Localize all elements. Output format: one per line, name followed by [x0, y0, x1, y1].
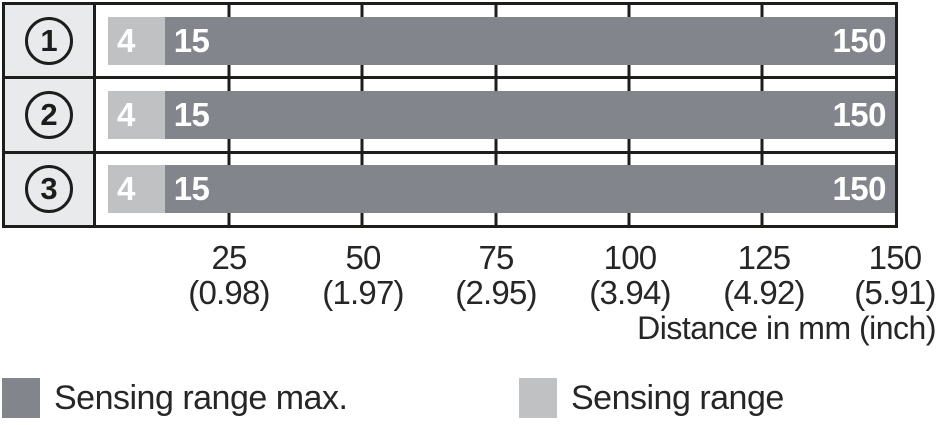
- axis-tick-mm: 125: [737, 239, 791, 276]
- bar-label-max: 150: [832, 95, 886, 133]
- row-3-header: 3: [5, 153, 96, 225]
- axis-tick-mm: 50: [345, 239, 381, 276]
- chart-row-1: 1 4 15 150: [5, 5, 895, 77]
- row-1-header: 1: [5, 5, 96, 77]
- axis-tick-inch: (4.92): [723, 274, 805, 311]
- axis-tick-25: 25 (0.98): [188, 239, 270, 311]
- chart-row-3: 3 4 15 150: [5, 150, 895, 225]
- circled-number-1: 1: [25, 16, 73, 65]
- axis-tick-inch: (3.94): [589, 274, 671, 311]
- chart-row-2: 2 4 15 150: [5, 76, 895, 151]
- axis-tick-75: 75 (2.95): [455, 239, 537, 311]
- axis-tick-inch: (0.98): [188, 274, 270, 311]
- axis-tick-100: 100 (3.94): [589, 239, 671, 311]
- axis-tick-mm: 150: [868, 239, 922, 276]
- bar-label-range: 15: [173, 21, 210, 59]
- bar-label-range: 15: [173, 170, 210, 208]
- circled-number-3: 3: [25, 165, 73, 214]
- axis-tick-mm: 75: [478, 239, 514, 276]
- axis-tick-inch: (1.97): [322, 274, 404, 311]
- row-2-plot: 4 15 150: [96, 79, 895, 151]
- axis-tick-125: 125 (4.92): [723, 239, 805, 311]
- circled-number-2: 2: [25, 90, 73, 139]
- sensing-range-bar: 4: [107, 90, 165, 139]
- bar-label-max: 150: [832, 21, 886, 59]
- legend-swatch-dark: [2, 378, 40, 418]
- sensing-range-bar: 4: [107, 165, 165, 214]
- row-2-header: 2: [5, 79, 96, 151]
- axis-tick-mm: 100: [603, 239, 657, 276]
- axis-tick-inch: (5.91): [854, 274, 936, 311]
- bar-label-start: 4: [116, 170, 135, 208]
- axis-tick-150: 150 (5.91): [854, 239, 936, 311]
- legend-label: Sensing range max.: [54, 378, 348, 417]
- bar-label-max: 150: [832, 170, 886, 208]
- legend-item-sensing-range: Sensing range: [519, 377, 784, 419]
- legend-label: Sensing range: [571, 378, 784, 417]
- bar-label-start: 4: [116, 21, 135, 59]
- row-1-plot: 4 15 150: [96, 5, 895, 77]
- x-axis: 25 (0.98) 50 (1.97) 75 (2.95) 100 (3.94)…: [0, 240, 940, 320]
- bar-label-range: 15: [173, 95, 210, 133]
- row-3-plot: 4 15 150: [96, 153, 895, 225]
- sensing-range-max-bar: 15 150: [164, 165, 895, 214]
- bar-label-start: 4: [116, 95, 135, 133]
- sensing-range-bar: 4: [107, 16, 165, 65]
- legend-swatch-light: [519, 378, 557, 418]
- sensing-range-max-bar: 15 150: [164, 90, 895, 139]
- legend-item-sensing-range-max: Sensing range max.: [2, 377, 348, 419]
- x-axis-title: Distance in mm (inch): [637, 310, 936, 346]
- axis-tick-mm: 25: [211, 239, 247, 276]
- range-chart: 1 4 15 150 2: [2, 2, 898, 228]
- axis-tick-inch: (2.95): [455, 274, 537, 311]
- axis-tick-50: 50 (1.97): [322, 239, 404, 311]
- sensing-range-max-bar: 15 150: [164, 16, 895, 65]
